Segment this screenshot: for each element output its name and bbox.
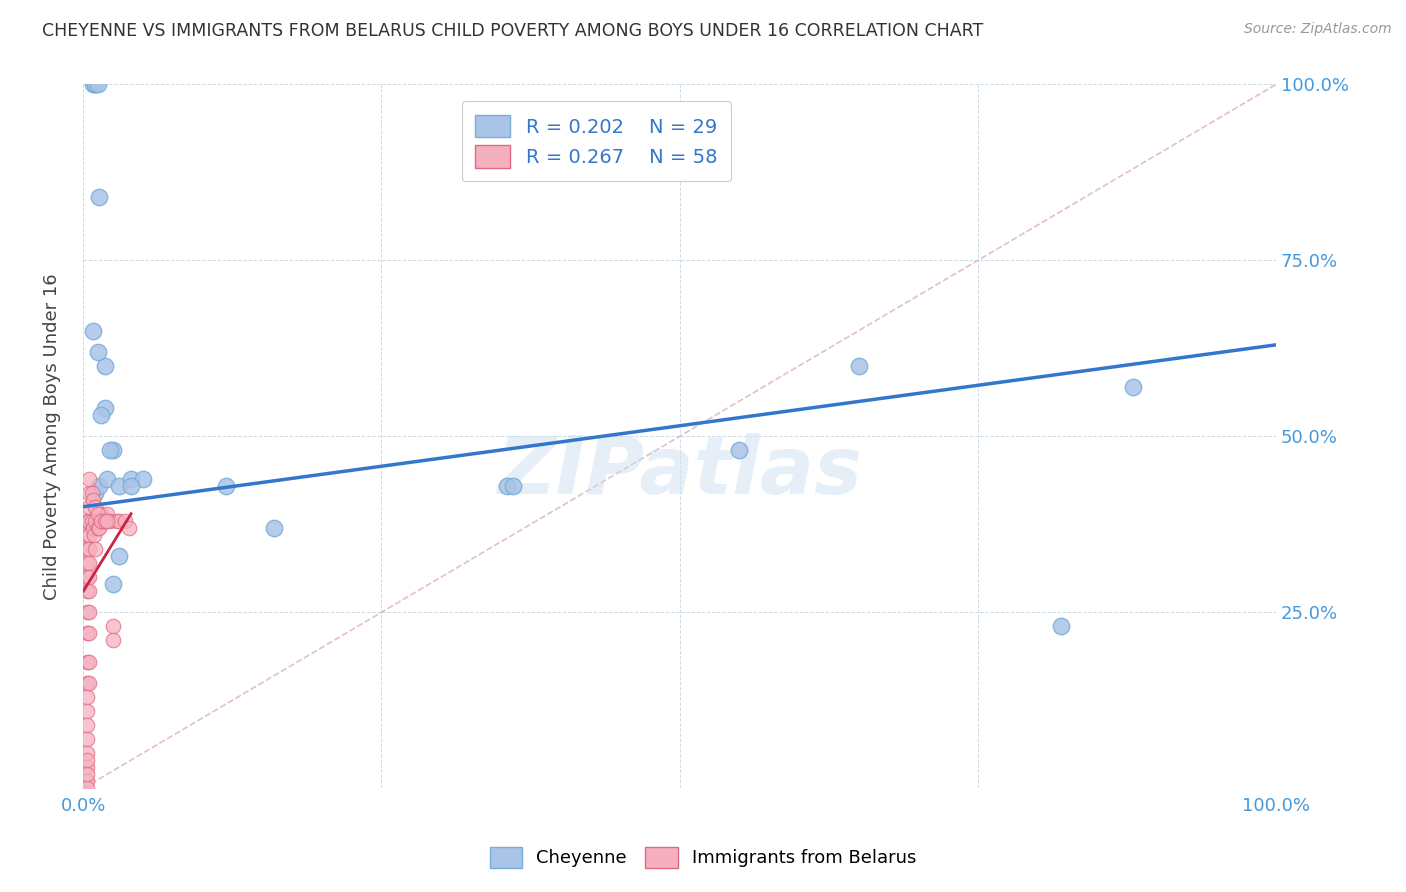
Point [87, 521, 110, 535]
Point [105, 514, 128, 528]
Point [90, 507, 112, 521]
Point [76, 731, 98, 746]
Point [76, 774, 98, 789]
Point [76, 655, 98, 669]
Point [76, 704, 98, 718]
Point [101, 633, 124, 648]
Point [502, 478, 524, 492]
Point [76, 605, 98, 619]
Point [79, 655, 101, 669]
Point [84, 541, 107, 556]
Point [76, 767, 98, 781]
Point [120, 478, 142, 492]
Point [94, 514, 117, 528]
Point [79, 605, 101, 619]
Point [83, 528, 105, 542]
Point [80, 485, 103, 500]
Point [91, 514, 114, 528]
Legend: R = 0.202    N = 29, R = 0.267    N = 58: R = 0.202 N = 29, R = 0.267 N = 58 [461, 101, 731, 181]
Point [101, 443, 124, 458]
Text: ZIPatlas: ZIPatlas [498, 433, 862, 510]
Point [120, 472, 142, 486]
Point [132, 472, 155, 486]
Point [82, 78, 104, 92]
Point [79, 570, 101, 584]
Y-axis label: Child Poverty Among Boys Under 16: Child Poverty Among Boys Under 16 [44, 273, 60, 599]
Point [96, 507, 118, 521]
Point [101, 619, 124, 633]
Point [495, 478, 517, 492]
Text: Source: ZipAtlas.com: Source: ZipAtlas.com [1244, 22, 1392, 37]
Point [94, 401, 117, 416]
Legend: Cheyenne, Immigrants from Belarus: Cheyenne, Immigrants from Belarus [478, 836, 928, 879]
Point [101, 577, 124, 591]
Point [94, 359, 117, 373]
Point [76, 718, 98, 732]
Point [86, 78, 108, 92]
Point [96, 514, 118, 528]
Point [82, 492, 104, 507]
Point [79, 472, 101, 486]
Point [76, 760, 98, 774]
Point [79, 584, 101, 599]
Point [79, 541, 101, 556]
Point [84, 514, 107, 528]
Text: CHEYENNE VS IMMIGRANTS FROM BELARUS CHILD POVERTY AMONG BOYS UNDER 16 CORRELATIO: CHEYENNE VS IMMIGRANTS FROM BELARUS CHIL… [42, 22, 983, 40]
Point [79, 556, 101, 570]
Point [80, 514, 103, 528]
Point [76, 746, 98, 760]
Point [79, 675, 101, 690]
Point [84, 500, 107, 514]
Point [76, 528, 98, 542]
Point [76, 675, 98, 690]
Point [86, 521, 108, 535]
Point [79, 485, 101, 500]
Point [84, 485, 107, 500]
Point [108, 514, 131, 528]
Point [76, 753, 98, 767]
Point [90, 408, 112, 422]
Point [87, 190, 110, 204]
Point [76, 781, 98, 796]
Point [96, 472, 118, 486]
Point [82, 521, 104, 535]
Point [76, 514, 98, 528]
Point [76, 556, 98, 570]
Point [90, 514, 112, 528]
Point [76, 541, 98, 556]
Point [114, 514, 136, 528]
Point [848, 359, 870, 373]
Point [79, 514, 101, 528]
Point [76, 584, 98, 599]
Point [118, 521, 141, 535]
Point [215, 478, 238, 492]
Point [263, 521, 285, 535]
Point [1050, 619, 1073, 633]
Point [728, 443, 751, 458]
Point [98, 514, 121, 528]
Point [1122, 380, 1144, 394]
Point [108, 549, 131, 563]
Point [79, 626, 101, 640]
Point [82, 324, 104, 338]
Point [79, 500, 101, 514]
Point [86, 344, 108, 359]
Point [79, 528, 101, 542]
Point [94, 514, 117, 528]
Point [87, 478, 110, 492]
Point [108, 478, 131, 492]
Point [98, 443, 121, 458]
Point [86, 507, 108, 521]
Point [76, 570, 98, 584]
Point [84, 78, 107, 92]
Point [76, 626, 98, 640]
Point [84, 78, 107, 92]
Point [76, 690, 98, 704]
